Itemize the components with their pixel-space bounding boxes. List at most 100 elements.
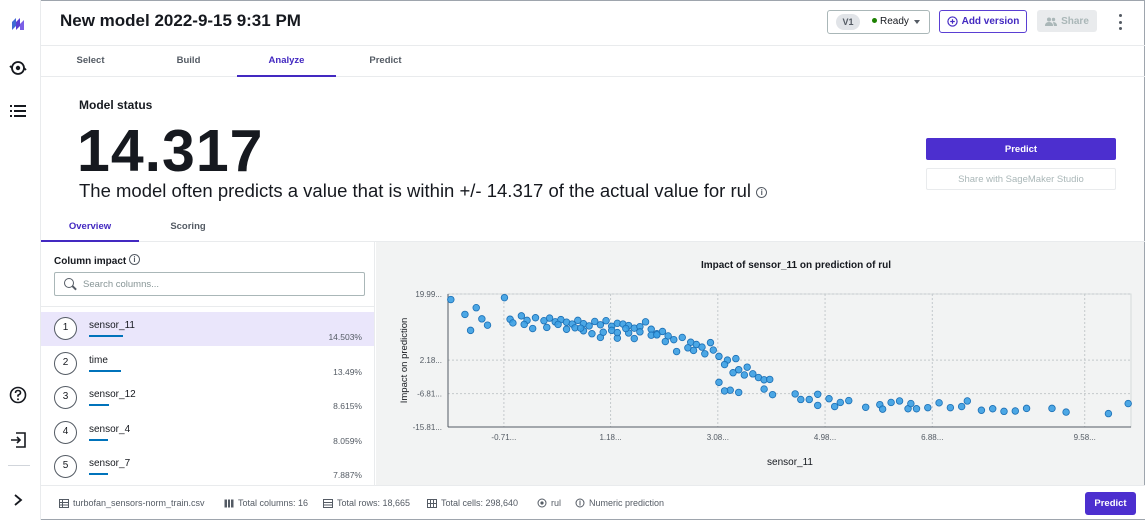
tab-overview[interactable]: Overview	[41, 213, 139, 242]
scatter-point	[768, 390, 777, 399]
scatter-point	[862, 403, 870, 411]
tab-predict[interactable]: Predict	[369, 55, 402, 66]
column-name: sensor_7	[89, 458, 131, 469]
x-axis-label: sensor_11	[767, 457, 813, 468]
rows-icon	[323, 498, 333, 508]
scatter-point	[729, 369, 737, 377]
column-row-time[interactable]: 2 time 13.49%	[41, 347, 374, 381]
scatter-point	[672, 347, 681, 356]
model-status-description: The model often predicts a value that is…	[79, 180, 768, 202]
expand-icon[interactable]	[8, 490, 28, 510]
page-title: New model 2022-9-15 9:31 PM	[60, 11, 301, 30]
scatter-point	[912, 405, 921, 413]
canvas-logo-icon[interactable]	[8, 14, 28, 34]
column-row-sensor-7[interactable]: 5 sensor_7 7.887%	[41, 450, 374, 484]
footer-model-type-text: Numeric prediction	[589, 498, 665, 508]
y-tick-label: 2.18...	[420, 356, 442, 365]
version-status: Ready	[872, 16, 909, 27]
footer-file: turbofan_sensors-norm_train.csv	[59, 498, 205, 508]
impact-percent: 14.503%	[328, 332, 362, 342]
column-impact-panel: Column impact i 1 sensor_11 14.503% 2 time 13…	[41, 242, 375, 485]
impact-bar	[89, 335, 123, 337]
scatter-point	[887, 398, 895, 407]
add-version-button[interactable]: Add version	[939, 10, 1027, 33]
more-options-icon[interactable]	[1113, 14, 1127, 30]
scatter-point	[698, 343, 706, 351]
scatter-point	[1022, 404, 1031, 413]
tab-select[interactable]: Select	[76, 55, 105, 66]
scatter-point	[706, 338, 715, 347]
scatter-point	[977, 406, 986, 414]
scatter-point	[641, 318, 650, 326]
scatter-point	[734, 388, 743, 397]
column-name: sensor_12	[89, 389, 136, 400]
scatter-point	[670, 335, 678, 344]
numeric-icon	[575, 498, 585, 508]
column-impact-info-icon[interactable]: i	[129, 254, 141, 265]
model-status-description-text: The model often predicts a value that is…	[79, 180, 752, 201]
cells-icon	[427, 498, 437, 508]
scatter-point	[715, 352, 723, 361]
predict-button[interactable]: Predict	[926, 138, 1116, 160]
column-name: time	[89, 354, 108, 366]
scatter-point	[1124, 399, 1132, 408]
scatter-point	[531, 314, 540, 322]
search-columns-input[interactable]	[83, 276, 353, 292]
scatter-point	[509, 319, 517, 327]
column-row-sensor-11[interactable]: 1 sensor_11 14.503%	[41, 312, 374, 346]
share-sagemaker-studio-button[interactable]: Share with SageMaker Studio	[926, 168, 1116, 190]
column-rank: 1	[54, 317, 77, 340]
column-row-sensor-4[interactable]: 4 sensor_4 8.059%	[41, 416, 374, 450]
scatter-point	[689, 346, 698, 355]
scatter-point	[836, 398, 845, 407]
tab-analyze[interactable]: Analyze	[237, 47, 336, 77]
scatter-point	[517, 312, 526, 320]
scatter-point	[678, 333, 686, 342]
scatter-point	[814, 401, 822, 410]
impact-bar	[89, 438, 108, 441]
scatter-point	[447, 295, 455, 304]
scatter-point	[543, 323, 551, 332]
scatter-point	[622, 324, 630, 333]
scatter-point	[1062, 408, 1070, 416]
analysis-subtabs: Overview Scoring	[41, 213, 1145, 242]
x-tick-label: 4.98...	[814, 433, 836, 442]
add-version-label: Add version	[961, 16, 1020, 27]
impact-scatter-chart: -0.71... 1.18... 3.08... 4.98... 6.88... 9.58…	[399, 260, 1132, 468]
scatter-point	[805, 395, 813, 404]
columns-icon	[224, 499, 234, 507]
column-impact-label: Column impact	[54, 256, 127, 267]
impact-bar	[89, 369, 121, 372]
scatter-point	[585, 322, 593, 330]
scatter-point	[658, 327, 667, 336]
scatter-point	[720, 387, 729, 395]
scatter-point	[760, 385, 768, 393]
list-icon[interactable]	[8, 101, 28, 121]
scatter-point	[715, 378, 723, 387]
impact-bar	[89, 473, 108, 475]
tab-build[interactable]: Build	[176, 55, 201, 66]
status-dot-icon	[872, 18, 877, 23]
x-tick-label: -0.71...	[491, 433, 516, 442]
info-icon[interactable]: i	[756, 187, 768, 198]
scatter-point	[520, 320, 528, 329]
tab-scoring[interactable]: Scoring	[170, 221, 206, 232]
sign-out-icon[interactable]	[8, 430, 28, 450]
footer-predict-button[interactable]: Predict	[1085, 492, 1136, 515]
scatter-point	[562, 325, 571, 333]
users-icon	[1045, 17, 1058, 26]
scatter-point	[636, 328, 644, 336]
scatter-point	[528, 324, 537, 333]
column-row-sensor-12[interactable]: 3 sensor_12 8.615%	[41, 381, 374, 415]
scatter-point	[461, 310, 469, 319]
share-button[interactable]: Share	[1037, 10, 1097, 32]
chart-title: Impact of sensor_11 on prediction of rul	[701, 260, 891, 271]
help-icon[interactable]	[8, 385, 28, 405]
scatter-point	[749, 370, 757, 378]
models-icon[interactable]	[8, 58, 28, 78]
search-icon	[64, 278, 74, 288]
scatter-point	[591, 317, 599, 326]
scatter-point	[1011, 407, 1019, 415]
footer-bar: turbofan_sensors-norm_train.csv Total co…	[41, 485, 1145, 519]
version-selector[interactable]: V1 Ready	[827, 10, 930, 34]
